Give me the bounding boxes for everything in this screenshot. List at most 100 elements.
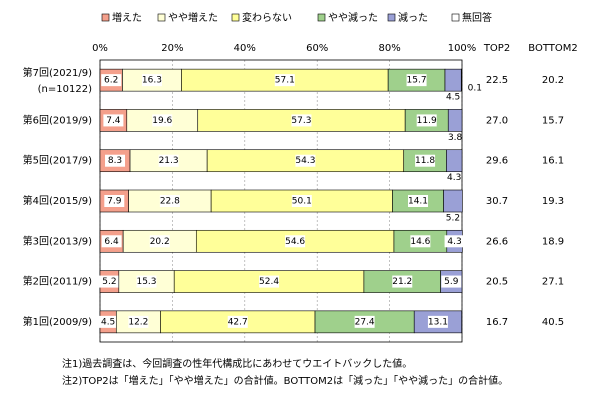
data-label: 5.2 xyxy=(102,277,116,287)
data-label: 21.3 xyxy=(159,156,179,166)
data-label: 11.8 xyxy=(415,156,435,166)
data-label: 20.2 xyxy=(150,237,170,247)
label-bg xyxy=(98,315,119,328)
x-tick-label: 0% xyxy=(92,43,108,54)
data-label: 3.8 xyxy=(448,133,463,143)
summary-value: 18.9 xyxy=(542,236,564,247)
legend-swatch xyxy=(387,13,396,22)
x-tick-label: 80% xyxy=(378,43,400,54)
data-label: 54.3 xyxy=(295,156,315,166)
note: 注1)過去調査は、今回調査の性年代構成比にあわせてウエイトバックした値。 xyxy=(62,357,412,370)
data-label: 8.3 xyxy=(108,156,122,166)
label-bg xyxy=(392,275,413,288)
label-bg xyxy=(408,195,429,207)
data-label: 4.5 xyxy=(101,317,115,327)
legend-swatch xyxy=(317,13,326,22)
data-label: 6.2 xyxy=(104,76,118,86)
legend-label: 増えた xyxy=(112,11,142,24)
label-bg xyxy=(103,114,124,127)
data-label: 13.1 xyxy=(428,317,448,327)
data-label: 21.2 xyxy=(392,277,412,287)
summary-header: TOP2 xyxy=(483,43,510,54)
x-tick-label: 60% xyxy=(306,43,328,54)
summary-value: 15.7 xyxy=(542,115,564,126)
data-label: 16.3 xyxy=(142,76,162,86)
data-label: 14.6 xyxy=(410,237,430,247)
label-bg xyxy=(152,114,173,127)
summary-value: 29.6 xyxy=(486,156,508,167)
bar-segment xyxy=(446,149,463,173)
label-bg xyxy=(149,235,170,248)
label-bg xyxy=(291,195,312,207)
summary-value: 20.2 xyxy=(542,75,564,86)
data-label: 42.7 xyxy=(228,317,248,327)
x-tick-label: 100% xyxy=(448,43,477,54)
data-label: 22.8 xyxy=(160,197,180,207)
label-bg xyxy=(274,74,295,87)
label-bg xyxy=(101,235,122,248)
legend-swatch xyxy=(157,13,166,22)
bar-segment xyxy=(444,68,462,92)
label-bg xyxy=(295,154,316,167)
data-label: 27.4 xyxy=(355,317,375,327)
data-label: 54.6 xyxy=(285,237,305,247)
summary-value: 30.7 xyxy=(486,196,508,207)
legend-label: 無回答 xyxy=(462,11,492,24)
label-bg xyxy=(291,114,312,127)
summary-value: 16.7 xyxy=(486,317,508,328)
data-label: 7.4 xyxy=(106,116,121,126)
data-label: 15.3 xyxy=(136,277,156,287)
note: 注2)TOP2は「増えた」「やや増えた」の合計値。BOTTOM2は「減った」「や… xyxy=(62,374,508,387)
data-label: 19.6 xyxy=(152,116,172,126)
label-bg xyxy=(158,154,179,167)
data-label: 52.4 xyxy=(259,277,279,287)
category-label: 第4回(2015/9) xyxy=(23,194,92,207)
data-label: 57.3 xyxy=(291,116,311,126)
label-bg xyxy=(406,74,427,87)
legend-swatch xyxy=(101,13,110,22)
summary-value: 20.5 xyxy=(486,277,508,288)
summary-value: 27.0 xyxy=(486,115,508,126)
data-label: 6.4 xyxy=(104,237,119,247)
data-label: 12.2 xyxy=(128,317,148,327)
data-label: 57.1 xyxy=(275,76,295,86)
category-label: 第3回(2013/9) xyxy=(23,234,92,247)
x-tick-label: 20% xyxy=(161,43,183,54)
data-label: 5.2 xyxy=(446,214,460,224)
label-bg xyxy=(354,315,375,328)
data-label: 4.3 xyxy=(447,237,461,247)
label-bg xyxy=(104,195,125,207)
data-label: 7.9 xyxy=(107,197,122,207)
label-bg xyxy=(227,315,248,328)
label-bg xyxy=(159,195,180,207)
label-bg xyxy=(259,275,280,288)
summary-value: 26.6 xyxy=(486,236,508,247)
summary-value: 40.5 xyxy=(542,317,564,328)
bar-segment xyxy=(443,189,463,213)
summary-value: 16.1 xyxy=(542,156,564,167)
summary-value: 19.3 xyxy=(542,196,564,207)
data-label: 4.5 xyxy=(446,93,460,103)
data-label: 0.1 xyxy=(468,84,482,94)
legend-swatch xyxy=(451,13,460,22)
data-label: 5.9 xyxy=(444,277,459,287)
data-label: 15.7 xyxy=(407,76,427,86)
label-bg xyxy=(141,74,162,87)
category-label: 第5回(2017/9) xyxy=(23,154,92,167)
x-tick-label: 40% xyxy=(234,43,256,54)
label-bg xyxy=(136,275,157,288)
label-bg xyxy=(99,275,120,288)
legend-label: やや減った xyxy=(328,11,378,24)
label-bg xyxy=(101,74,122,87)
data-label: 11.9 xyxy=(417,116,437,126)
category-annotation: (n=10122) xyxy=(38,84,92,95)
bar-segment xyxy=(447,109,463,132)
label-bg xyxy=(416,114,437,127)
data-label: 50.1 xyxy=(292,197,312,207)
legend-label: やや増えた xyxy=(168,11,218,24)
legend-label: 変わらない xyxy=(242,11,292,24)
data-label: 14.1 xyxy=(408,197,428,207)
category-label: 第1回(2009/9) xyxy=(23,315,92,328)
category-label: 第6回(2019/9) xyxy=(23,113,92,126)
